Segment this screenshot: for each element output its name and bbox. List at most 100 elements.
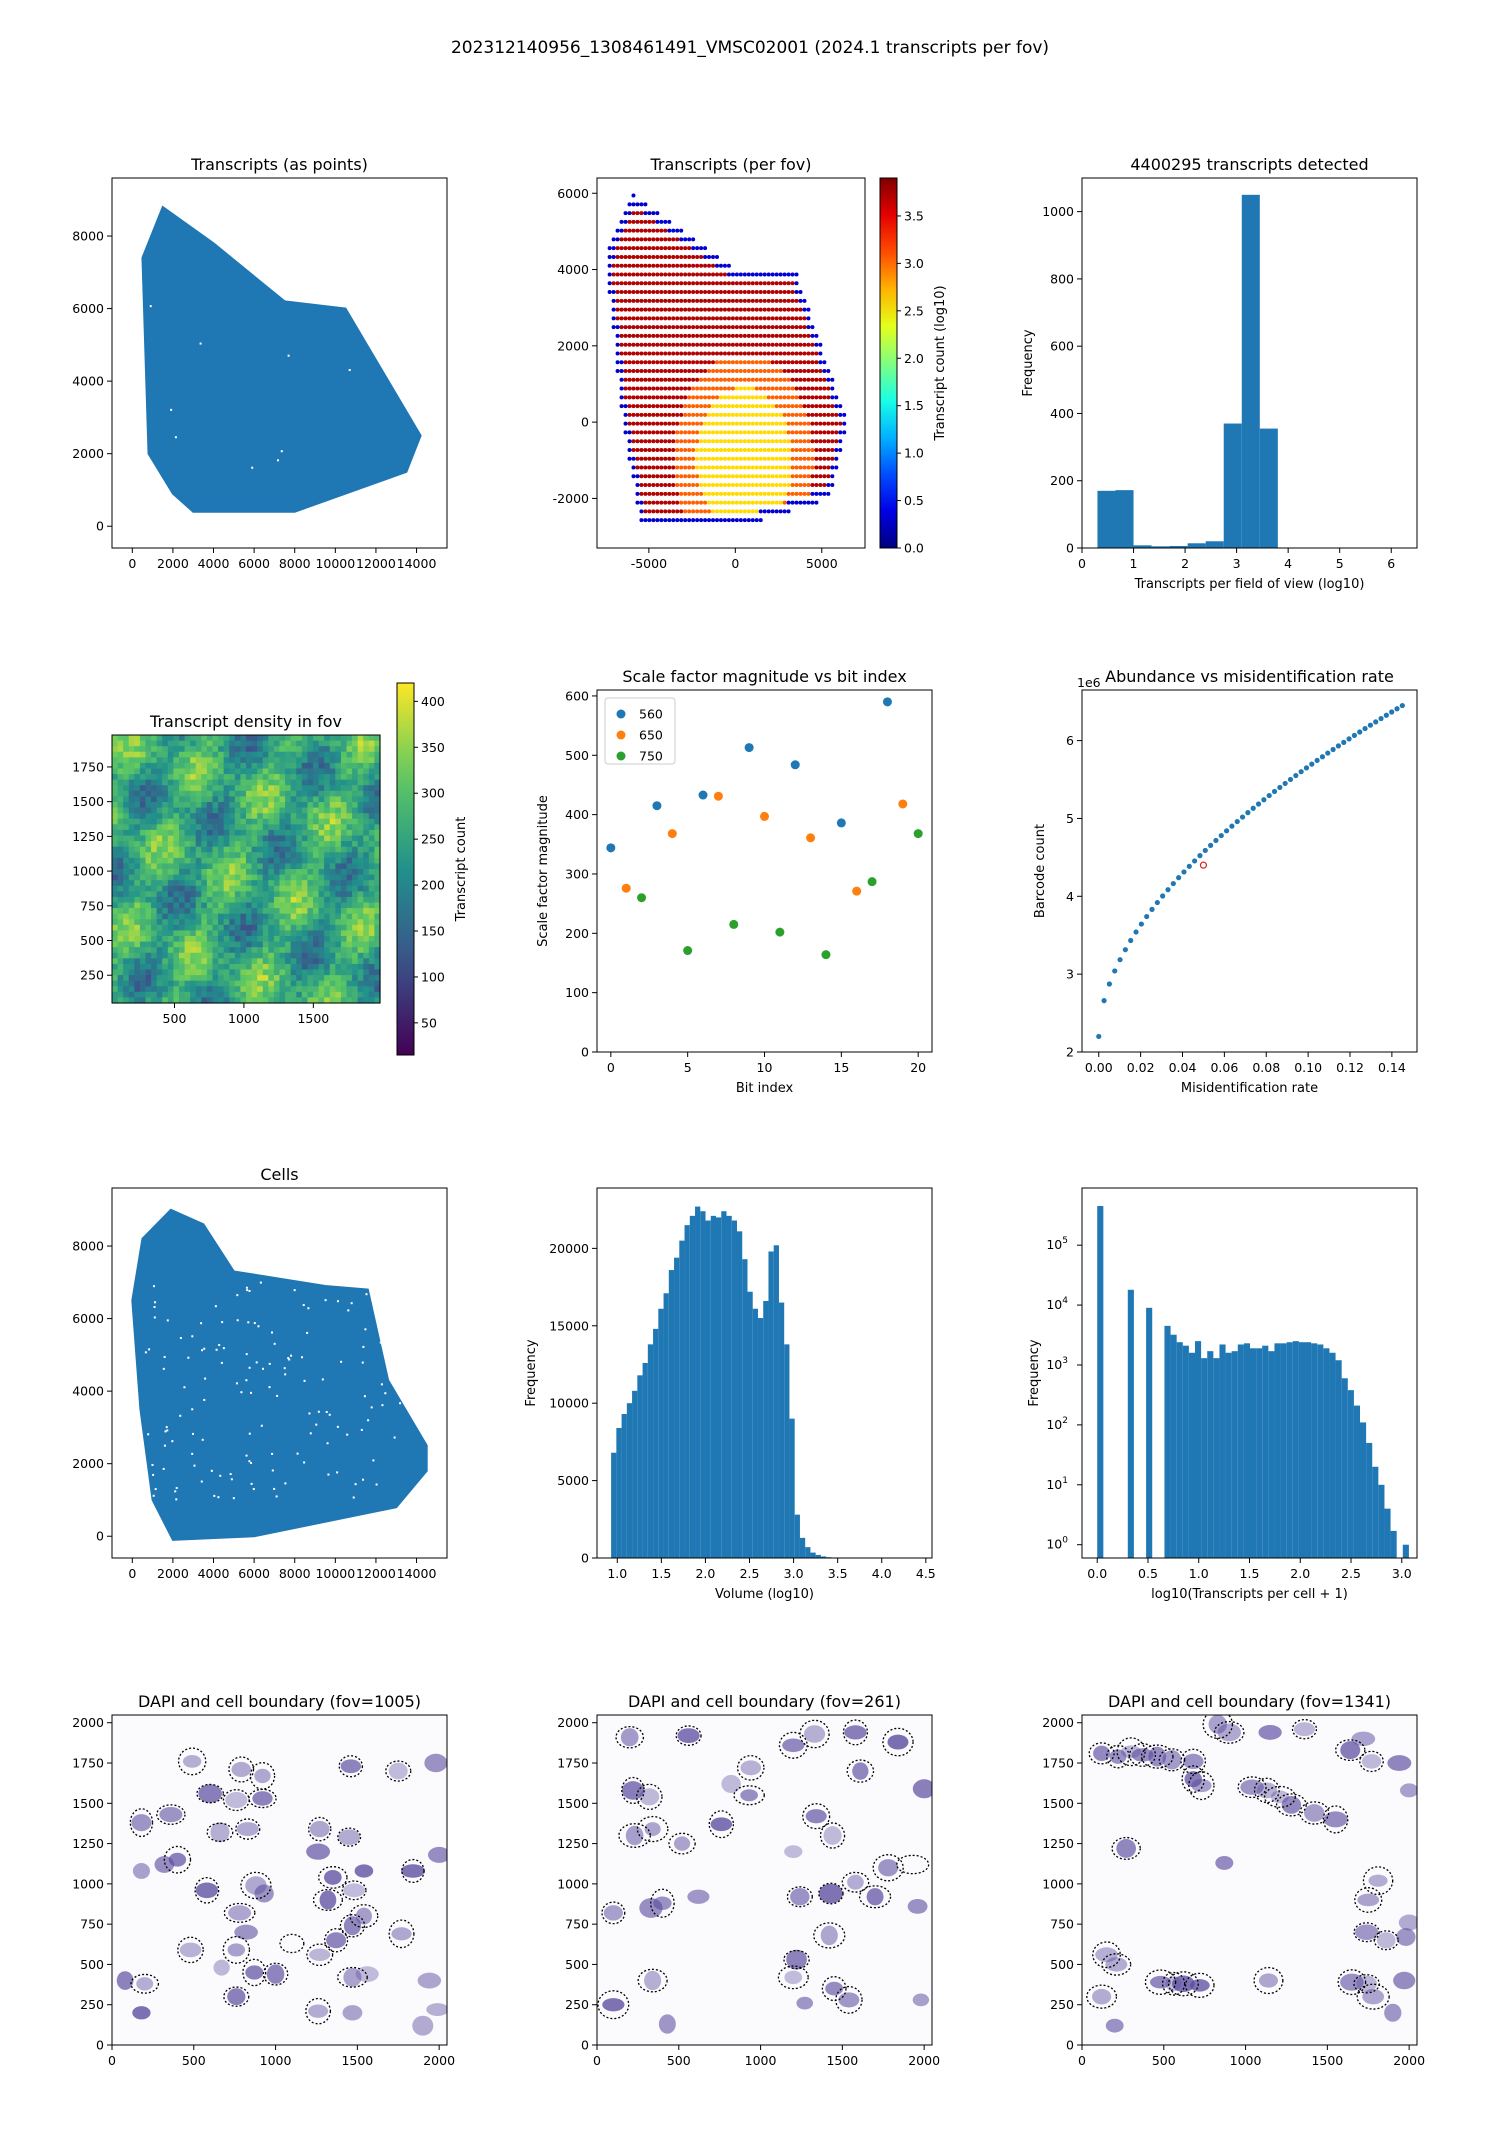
heatmap-cell	[112, 835, 119, 842]
heatmap-cell	[206, 919, 214, 926]
heatmap-cell	[246, 930, 253, 937]
heatmap-cell	[156, 930, 163, 937]
heatmap-cell	[301, 975, 309, 982]
nucleus	[427, 1846, 447, 1863]
heatmap-cell	[156, 779, 163, 786]
fov-point	[726, 351, 731, 356]
heatmap-cell	[156, 986, 163, 993]
heatmap-cell	[352, 975, 359, 982]
heatmap-cell	[123, 829, 130, 837]
fov-point	[818, 491, 823, 496]
heatmap-cell	[218, 824, 225, 831]
cell-boundary	[249, 1762, 276, 1790]
heatmap-cell	[201, 857, 208, 865]
heatmap-cell	[374, 930, 381, 937]
heatmap-cell	[352, 841, 359, 848]
fov-point	[798, 491, 803, 496]
heatmap-cell	[251, 751, 258, 758]
fov-point	[770, 474, 775, 479]
fov-point	[762, 439, 767, 444]
heatmap-cell	[329, 947, 336, 954]
fov-point	[734, 430, 739, 435]
fov-point	[734, 351, 739, 356]
fov-point	[667, 228, 672, 233]
heatmap-cell	[167, 936, 175, 943]
heatmap-cell	[184, 813, 191, 820]
heatmap-cell	[195, 852, 202, 859]
heatmap-cell	[346, 863, 353, 870]
y-tick-exponent: 1	[1062, 1476, 1068, 1486]
histogram-bar	[1188, 1352, 1196, 1558]
heatmap-cell	[229, 852, 236, 859]
fov-point	[639, 430, 644, 435]
fov-point	[707, 263, 712, 268]
fov-point	[746, 430, 751, 435]
fov-point	[643, 474, 648, 479]
heatmap-cell	[329, 930, 336, 937]
heatmap-cell	[212, 751, 219, 758]
heatmap-cell	[139, 746, 147, 753]
fov-point	[794, 351, 799, 356]
fov-point	[691, 290, 696, 295]
cell-boundary	[708, 1810, 735, 1839]
heatmap-cell	[374, 980, 381, 987]
fov-point	[758, 360, 763, 365]
heatmap-cell	[134, 969, 141, 976]
heatmap-cell	[346, 869, 353, 876]
fov-point	[655, 307, 660, 312]
fov-point	[663, 272, 668, 277]
heatmap-cell	[218, 941, 225, 948]
fov-point	[762, 430, 767, 435]
heatmap-cell	[184, 762, 191, 770]
fov-point	[822, 465, 827, 470]
heatmap-cell	[195, 824, 202, 831]
nucleus	[424, 1753, 447, 1773]
fov-point	[806, 386, 811, 391]
cell-boundary	[1144, 1969, 1177, 1995]
heatmap-cell	[184, 963, 191, 971]
heatmap-cell	[240, 746, 247, 753]
fov-point	[778, 412, 783, 417]
heatmap-cell	[223, 790, 230, 798]
gap-speck	[399, 1402, 402, 1405]
fov-point	[730, 395, 735, 400]
fov-point	[627, 228, 632, 233]
heatmap-cell	[279, 813, 286, 820]
fov-point	[822, 456, 827, 461]
fov-point	[718, 369, 723, 374]
heatmap-cell	[279, 874, 286, 881]
heatmap-cell	[179, 835, 186, 842]
heatmap-cell	[173, 969, 180, 976]
fov-point	[687, 351, 692, 356]
fov-point	[750, 491, 755, 496]
histogram-bar	[799, 1537, 806, 1558]
fov-point	[810, 500, 815, 505]
heatmap-cell	[179, 852, 186, 859]
heatmap-cell	[212, 774, 219, 781]
heatmap-cell	[212, 891, 219, 898]
heatmap-cell	[195, 963, 202, 971]
fov-point	[711, 421, 716, 426]
heatmap-cell	[363, 757, 370, 764]
fov-point	[703, 483, 708, 488]
heatmap-cell	[352, 936, 359, 943]
heatmap-cell	[301, 841, 309, 848]
fov-point	[786, 509, 791, 514]
heatmap-cell	[128, 952, 135, 959]
heatmap-cell	[162, 774, 169, 781]
heatmap-cell	[329, 846, 336, 853]
fov-point	[655, 439, 660, 444]
heatmap-cell	[173, 963, 180, 971]
nucleus	[710, 1817, 733, 1832]
heatmap-cell	[134, 740, 141, 747]
heatmap-cell	[352, 790, 359, 798]
heatmap-cell	[363, 880, 370, 887]
heatmap-cell	[307, 802, 314, 809]
heatmap-cell	[117, 757, 124, 764]
y-tick-label: 750	[80, 1917, 104, 1932]
fov-point	[691, 342, 696, 347]
fov-point	[679, 421, 684, 426]
heatmap-cell	[229, 885, 236, 892]
heatmap-cell	[117, 751, 124, 758]
heatmap-cell	[112, 824, 119, 831]
